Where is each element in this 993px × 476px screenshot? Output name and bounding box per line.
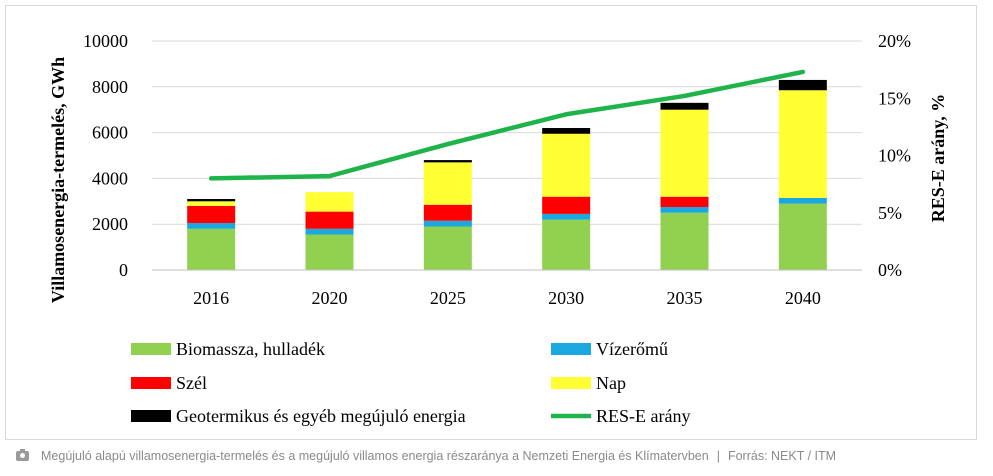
y2-tick-labels: 0% 5% 10% 15% 20%: [878, 31, 911, 280]
legend-swatch: [131, 377, 171, 389]
bar-segment: [423, 204, 472, 221]
chart: 0 2000 4000 6000 8000 10000 0% 5% 10% 15% 20% 201…: [48, 31, 948, 426]
bar-segment: [542, 213, 591, 220]
legend-label: Geotermikus és egyéb megújuló energia: [176, 406, 466, 426]
bar-segment: [660, 196, 709, 208]
legend-label: RES-E arány: [596, 406, 690, 426]
caption-separator: |: [716, 449, 720, 463]
y-tick-label: 6000: [92, 123, 128, 143]
bar-segment: [660, 212, 709, 270]
y2-tick-label: 0%: [878, 260, 902, 280]
y-tick-label: 10000: [83, 31, 128, 51]
bar-segment: [423, 220, 472, 227]
y-tick-label: 2000: [92, 214, 128, 234]
y-tick-label: 4000: [92, 168, 128, 188]
camera-icon: [16, 449, 29, 461]
legend-label: Szél: [176, 373, 207, 393]
bar-segment: [187, 201, 236, 206]
bar-segment: [187, 199, 236, 202]
y-tick-label: 8000: [92, 77, 128, 97]
y-tick-label: 0: [119, 260, 128, 280]
y2-tick-label: 5%: [878, 203, 902, 223]
bar-segment: [778, 79, 827, 91]
legend-label: Vízerőmű: [596, 339, 668, 359]
y2-tick-label: 20%: [878, 31, 911, 51]
bar-segment: [542, 196, 591, 214]
x-tick-label: 2030: [548, 288, 584, 308]
legend-label: Nap: [596, 373, 626, 393]
gridlines: [152, 40, 862, 225]
bar-segment: [423, 162, 472, 205]
bars: [187, 79, 827, 270]
bar-segment: [187, 228, 236, 270]
bar-segment: [423, 226, 472, 270]
caption: Megújuló alapú villamosenergia-termelés …: [16, 449, 836, 463]
bar-segment: [542, 128, 591, 134]
caption-source: Forrás: NEKT / ITM: [727, 449, 837, 463]
bar-segment: [778, 90, 827, 198]
y-tick-labels: 0 2000 4000 6000 8000 10000: [83, 31, 128, 280]
bar-segment: [778, 203, 827, 270]
x-tick-label: 2016: [193, 288, 229, 308]
y-axis-label: Villamosenergia-termelés, GWh: [48, 57, 68, 303]
bar-segment: [660, 102, 709, 110]
y2-axis-label: RES-E arány, %: [928, 94, 948, 223]
x-tick-label: 2020: [312, 288, 348, 308]
bar-segment: [305, 192, 354, 212]
legend-swatch: [131, 343, 171, 355]
y2-tick-label: 10%: [878, 146, 911, 166]
legend-swatch: [551, 377, 591, 389]
legend-swatch: [131, 410, 171, 422]
x-tick-label: 2035: [667, 288, 703, 308]
bar-segment: [305, 234, 354, 270]
bar-segment: [542, 219, 591, 270]
legend-label: Biomassza, hulladék: [176, 339, 325, 359]
bar-segment: [305, 228, 354, 235]
x-tick-label: 2025: [430, 288, 466, 308]
bar-segment: [187, 205, 236, 224]
bar-segment: [423, 160, 472, 163]
bar-segment: [305, 211, 354, 229]
caption-text: Megújuló alapú villamosenergia-termelés …: [41, 449, 709, 463]
legend-swatch: [551, 343, 591, 355]
bar-segment: [187, 223, 236, 229]
res-e-line-layer: [208, 69, 806, 181]
x-tick-label: 2040: [785, 288, 821, 308]
x-tick-labels: 2016 2020 2025 2030 2035 2040: [193, 288, 821, 308]
bar-segment: [660, 207, 709, 213]
res-e-line: [208, 69, 806, 181]
bar-segment: [542, 133, 591, 197]
bar-segment: [660, 109, 709, 197]
bar-segment: [778, 197, 827, 204]
y2-tick-label: 15%: [878, 88, 911, 108]
legend: Biomassza, hulladék Vízerőmű Szél Nap Geoter…: [131, 339, 690, 426]
